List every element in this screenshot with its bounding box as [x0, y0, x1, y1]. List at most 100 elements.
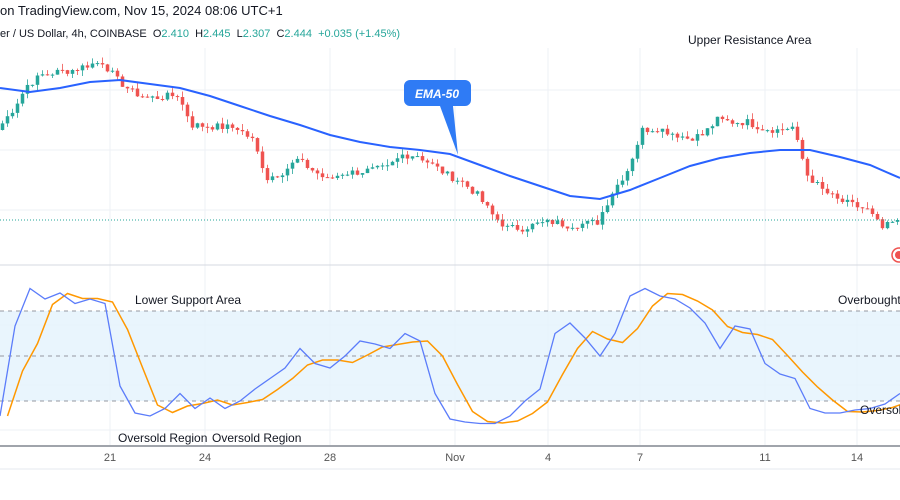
candle-body: [260, 151, 265, 169]
candle-body: [190, 116, 195, 128]
oversold-label-1: Oversold Region: [118, 431, 207, 445]
candle-body: [75, 70, 80, 72]
candle-body: [435, 163, 440, 167]
candle-body: [770, 130, 775, 133]
candle-body: [810, 175, 815, 183]
candle-body: [215, 123, 220, 130]
candle-body: [555, 220, 560, 225]
candle-body: [595, 220, 600, 225]
change-value: +0.035 (+1.45%): [318, 28, 401, 40]
candle-body: [45, 74, 50, 76]
candle-body: [280, 175, 285, 178]
candle-body: [740, 123, 745, 126]
candle-body: [55, 69, 60, 75]
candle-body: [195, 123, 200, 128]
oversold-label-2: Oversold Region: [212, 431, 301, 445]
candle-body: [640, 127, 645, 145]
candle-body: [725, 119, 730, 121]
candle-body: [350, 170, 355, 175]
open-label: O: [152, 28, 162, 40]
candle-body: [85, 65, 90, 68]
candle-body: [385, 165, 390, 167]
candle-body: [390, 161, 395, 166]
high-label: H: [195, 28, 204, 40]
stoch-levels: [0, 310, 900, 402]
candle-body: [625, 171, 630, 181]
candle-body: [355, 170, 360, 175]
candle-body: [270, 176, 275, 181]
price-marker-icon[interactable]: [891, 247, 900, 263]
candle-body: [370, 167, 375, 169]
candle-body: [155, 96, 160, 99]
candle-body: [635, 144, 640, 159]
candle-body: [575, 227, 580, 229]
candle-body: [660, 128, 665, 132]
candle-body: [15, 103, 20, 113]
candle-body: [515, 225, 520, 230]
candle-body: [110, 70, 115, 72]
candle-body: [335, 175, 340, 179]
candle-body: [20, 93, 25, 104]
candle-body: [520, 229, 525, 232]
candle-body: [405, 154, 410, 159]
candle-body: [780, 129, 785, 131]
candle-body: [495, 214, 500, 220]
overbought-label: Overbought: [838, 293, 900, 307]
candle-body: [165, 92, 170, 100]
oversold-label-right: Oversold: [860, 403, 900, 417]
candle-body: [580, 223, 585, 228]
candle-body: [445, 171, 450, 174]
candle-body: [830, 193, 835, 195]
ema-callout[interactable]: EMA-50: [404, 80, 471, 155]
candle-body: [760, 129, 765, 131]
candle-body: [620, 180, 625, 185]
candle-body: [695, 134, 700, 141]
candle-body: [485, 201, 490, 206]
candle-body: [170, 92, 175, 97]
candle-body: [860, 207, 865, 209]
candle-body: [290, 162, 295, 169]
candle-body: [130, 88, 135, 90]
low-label: L: [236, 28, 243, 40]
symbol-label: er / US Dollar, 4h, COINBASE: [0, 28, 147, 40]
candle-body: [670, 133, 675, 135]
candle-body: [500, 219, 505, 227]
x-tick-label: 14: [851, 452, 863, 464]
candle-body: [490, 205, 495, 215]
candle-body: [750, 119, 755, 128]
candle-body: [585, 220, 590, 224]
x-tick-label: 7: [637, 452, 643, 464]
candle-body: [545, 219, 550, 223]
candle-body: [465, 181, 470, 187]
candle-body: [690, 138, 695, 141]
ohlc-legend: er / US Dollar, 4h, COINBASE O2.410 H2.4…: [0, 28, 400, 40]
candle-body: [10, 112, 15, 117]
candle-body: [245, 131, 250, 137]
candle-body: [865, 208, 870, 210]
candle-body: [255, 138, 260, 152]
candle-body: [305, 159, 310, 168]
x-tick-label: 28: [324, 452, 336, 464]
candle-body: [225, 124, 230, 129]
x-tick-label: 24: [199, 452, 211, 464]
candle-body: [550, 219, 555, 225]
stoch-d-line: [6, 292, 900, 424]
candle-body: [540, 222, 545, 224]
candle-body: [220, 123, 225, 129]
candle-body: [285, 168, 290, 176]
candle-body: [315, 170, 320, 174]
candle-body: [790, 126, 795, 129]
candle-body: [795, 126, 800, 140]
candle-body: [345, 174, 350, 176]
candle-body: [570, 227, 575, 229]
candle-body: [680, 136, 685, 138]
candle-body: [235, 127, 240, 130]
candle-body: [325, 177, 330, 179]
candle-body: [120, 76, 125, 87]
candle-body: [815, 182, 820, 184]
candle-body: [210, 127, 215, 130]
candle-body: [480, 191, 485, 202]
candle-body: [835, 193, 840, 199]
candle-body: [840, 198, 845, 202]
